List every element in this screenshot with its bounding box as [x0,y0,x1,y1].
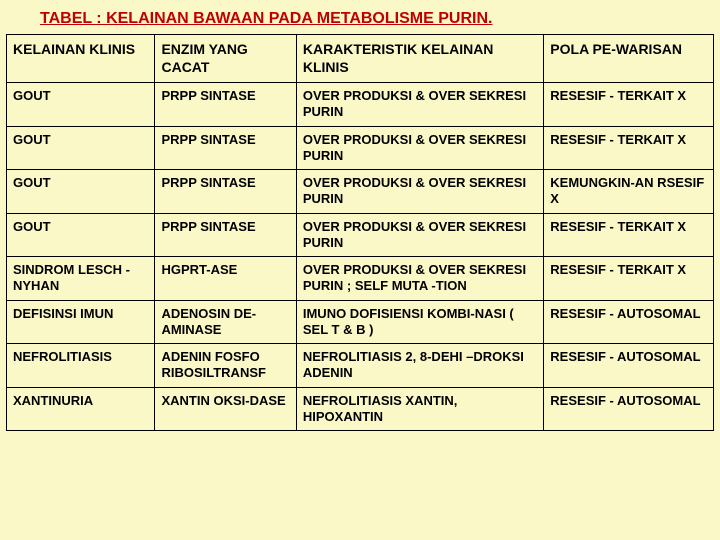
cell: NEFROLITIASIS XANTIN, HIPOXANTIN [296,387,543,431]
cell: NEFROLITIASIS 2, 8-DEHI –DROKSI ADENIN [296,344,543,388]
col-header: KELAINAN KLINIS [7,35,155,83]
cell: IMUNO DOFISIENSI KOMBI-NASI ( SEL T & B … [296,300,543,344]
cell: OVER PRODUKSI & OVER SEKRESI PURIN ; SEL… [296,257,543,301]
purin-table: KELAINAN KLINIS ENZIM YANG CACAT KARAKTE… [6,34,714,431]
cell: RESESIF - TERKAIT X [544,126,714,170]
cell: NEFROLITIASIS [7,344,155,388]
cell: RESESIF - TERKAIT X [544,213,714,257]
cell: KEMUNGKIN-AN RSESIF X [544,170,714,214]
col-header: POLA PE-WARISAN [544,35,714,83]
cell: RESESIF - AUTOSOMAL [544,300,714,344]
cell: OVER PRODUKSI & OVER SEKRESI PURIN [296,170,543,214]
cell: XANTIN OKSI-DASE [155,387,296,431]
cell: SINDROM LESCH - NYHAN [7,257,155,301]
cell: OVER PRODUKSI & OVER SEKRESI PURIN [296,213,543,257]
table-body: GOUT PRPP SINTASE OVER PRODUKSI & OVER S… [7,83,714,431]
col-header: KARAKTERISTIK KELAINAN KLINIS [296,35,543,83]
cell: RESESIF - TERKAIT X [544,257,714,301]
cell: GOUT [7,83,155,127]
table-row: DEFISINSI IMUN ADENOSIN DE-AMINASE IMUNO… [7,300,714,344]
cell: GOUT [7,126,155,170]
cell: GOUT [7,170,155,214]
col-header: ENZIM YANG CACAT [155,35,296,83]
table-title: TABEL : KELAINAN BAWAAN PADA METABOLISME… [40,10,714,28]
cell: PRPP SINTASE [155,213,296,257]
cell: OVER PRODUKSI & OVER SEKRESI PURIN [296,126,543,170]
cell: RESESIF - AUTOSOMAL [544,344,714,388]
table-row: GOUT PRPP SINTASE OVER PRODUKSI & OVER S… [7,83,714,127]
cell: DEFISINSI IMUN [7,300,155,344]
table-row: GOUT PRPP SINTASE OVER PRODUKSI & OVER S… [7,170,714,214]
table-row: GOUT PRPP SINTASE OVER PRODUKSI & OVER S… [7,213,714,257]
table-row: GOUT PRPP SINTASE OVER PRODUKSI & OVER S… [7,126,714,170]
table-row: SINDROM LESCH - NYHAN HGPRT-ASE OVER PRO… [7,257,714,301]
cell: PRPP SINTASE [155,170,296,214]
table-row: XANTINURIA XANTIN OKSI-DASE NEFROLITIASI… [7,387,714,431]
cell: RESESIF - AUTOSOMAL [544,387,714,431]
cell: RESESIF - TERKAIT X [544,83,714,127]
cell: GOUT [7,213,155,257]
cell: PRPP SINTASE [155,126,296,170]
cell: ADENOSIN DE-AMINASE [155,300,296,344]
cell: ADENIN FOSFO RIBOSILTRANSF [155,344,296,388]
table-header-row: KELAINAN KLINIS ENZIM YANG CACAT KARAKTE… [7,35,714,83]
cell: PRPP SINTASE [155,83,296,127]
cell: HGPRT-ASE [155,257,296,301]
table-row: NEFROLITIASIS ADENIN FOSFO RIBOSILTRANSF… [7,344,714,388]
cell: OVER PRODUKSI & OVER SEKRESI PURIN [296,83,543,127]
cell: XANTINURIA [7,387,155,431]
